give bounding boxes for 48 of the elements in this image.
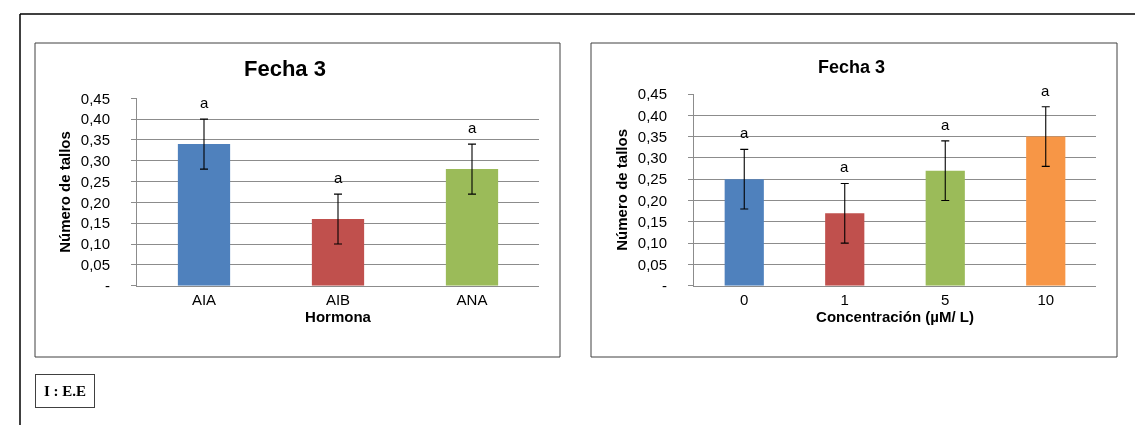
annotation: a <box>334 169 343 186</box>
annotation: a <box>941 116 950 133</box>
x-tick-label: 5 <box>941 290 950 308</box>
bar <box>177 144 231 286</box>
annotation: a <box>740 124 749 141</box>
y-tick-label: 0,30 <box>637 149 667 167</box>
y-tick-label: 0,25 <box>637 170 667 188</box>
chart-title: Fecha 3 <box>818 57 886 77</box>
y-tick-label: 0,05 <box>637 255 667 273</box>
y-tick-label: 0,20 <box>637 191 667 209</box>
y-tick-label: 0,15 <box>80 214 110 232</box>
bar <box>445 169 499 286</box>
x-tick-label: AIB <box>325 290 351 308</box>
x-tick-label: 1 <box>840 290 849 308</box>
chart-title: Fecha 3 <box>244 56 326 81</box>
text: I : E.E <box>44 383 87 399</box>
y-tick-label: 0,15 <box>637 213 667 231</box>
y-tick-label: - <box>662 276 667 294</box>
y-tick-label: 0,40 <box>80 110 110 128</box>
y-axis-title: Número de tallos <box>56 131 74 253</box>
annotation: a <box>200 94 209 111</box>
x-axis-title: Hormona <box>305 307 372 325</box>
x-tick-label: ANA <box>456 290 488 308</box>
bar <box>925 170 965 286</box>
y-tick-label: 0,45 <box>80 89 110 107</box>
y-tick-label: 0,10 <box>80 235 110 253</box>
y-tick-label: 0,05 <box>80 256 110 274</box>
y-tick-label: 0,25 <box>80 172 110 190</box>
annotation: a <box>1041 82 1050 99</box>
bar <box>724 179 764 286</box>
bar <box>1026 136 1066 286</box>
annotation: a <box>468 119 477 136</box>
bar <box>311 219 365 286</box>
y-tick-label: 0,10 <box>637 234 667 252</box>
x-tick-label: 10 <box>1037 290 1055 308</box>
x-tick-label: AIA <box>191 290 217 308</box>
y-tick-label: 0,20 <box>80 193 110 211</box>
annotation: a <box>840 158 849 175</box>
y-tick-label: 0,45 <box>637 85 667 103</box>
x-tick-label: 0 <box>740 290 749 308</box>
y-tick-label: 0,40 <box>637 106 667 124</box>
y-tick-label: 0,35 <box>637 127 667 145</box>
x-axis-title: Concentración (µM/ L) <box>816 307 974 325</box>
bar <box>825 213 865 286</box>
y-tick-label: 0,30 <box>80 152 110 170</box>
y-tick-label: - <box>105 276 110 294</box>
y-axis-title: Número de tallos <box>613 129 631 251</box>
y-tick-label: 0,35 <box>80 131 110 149</box>
